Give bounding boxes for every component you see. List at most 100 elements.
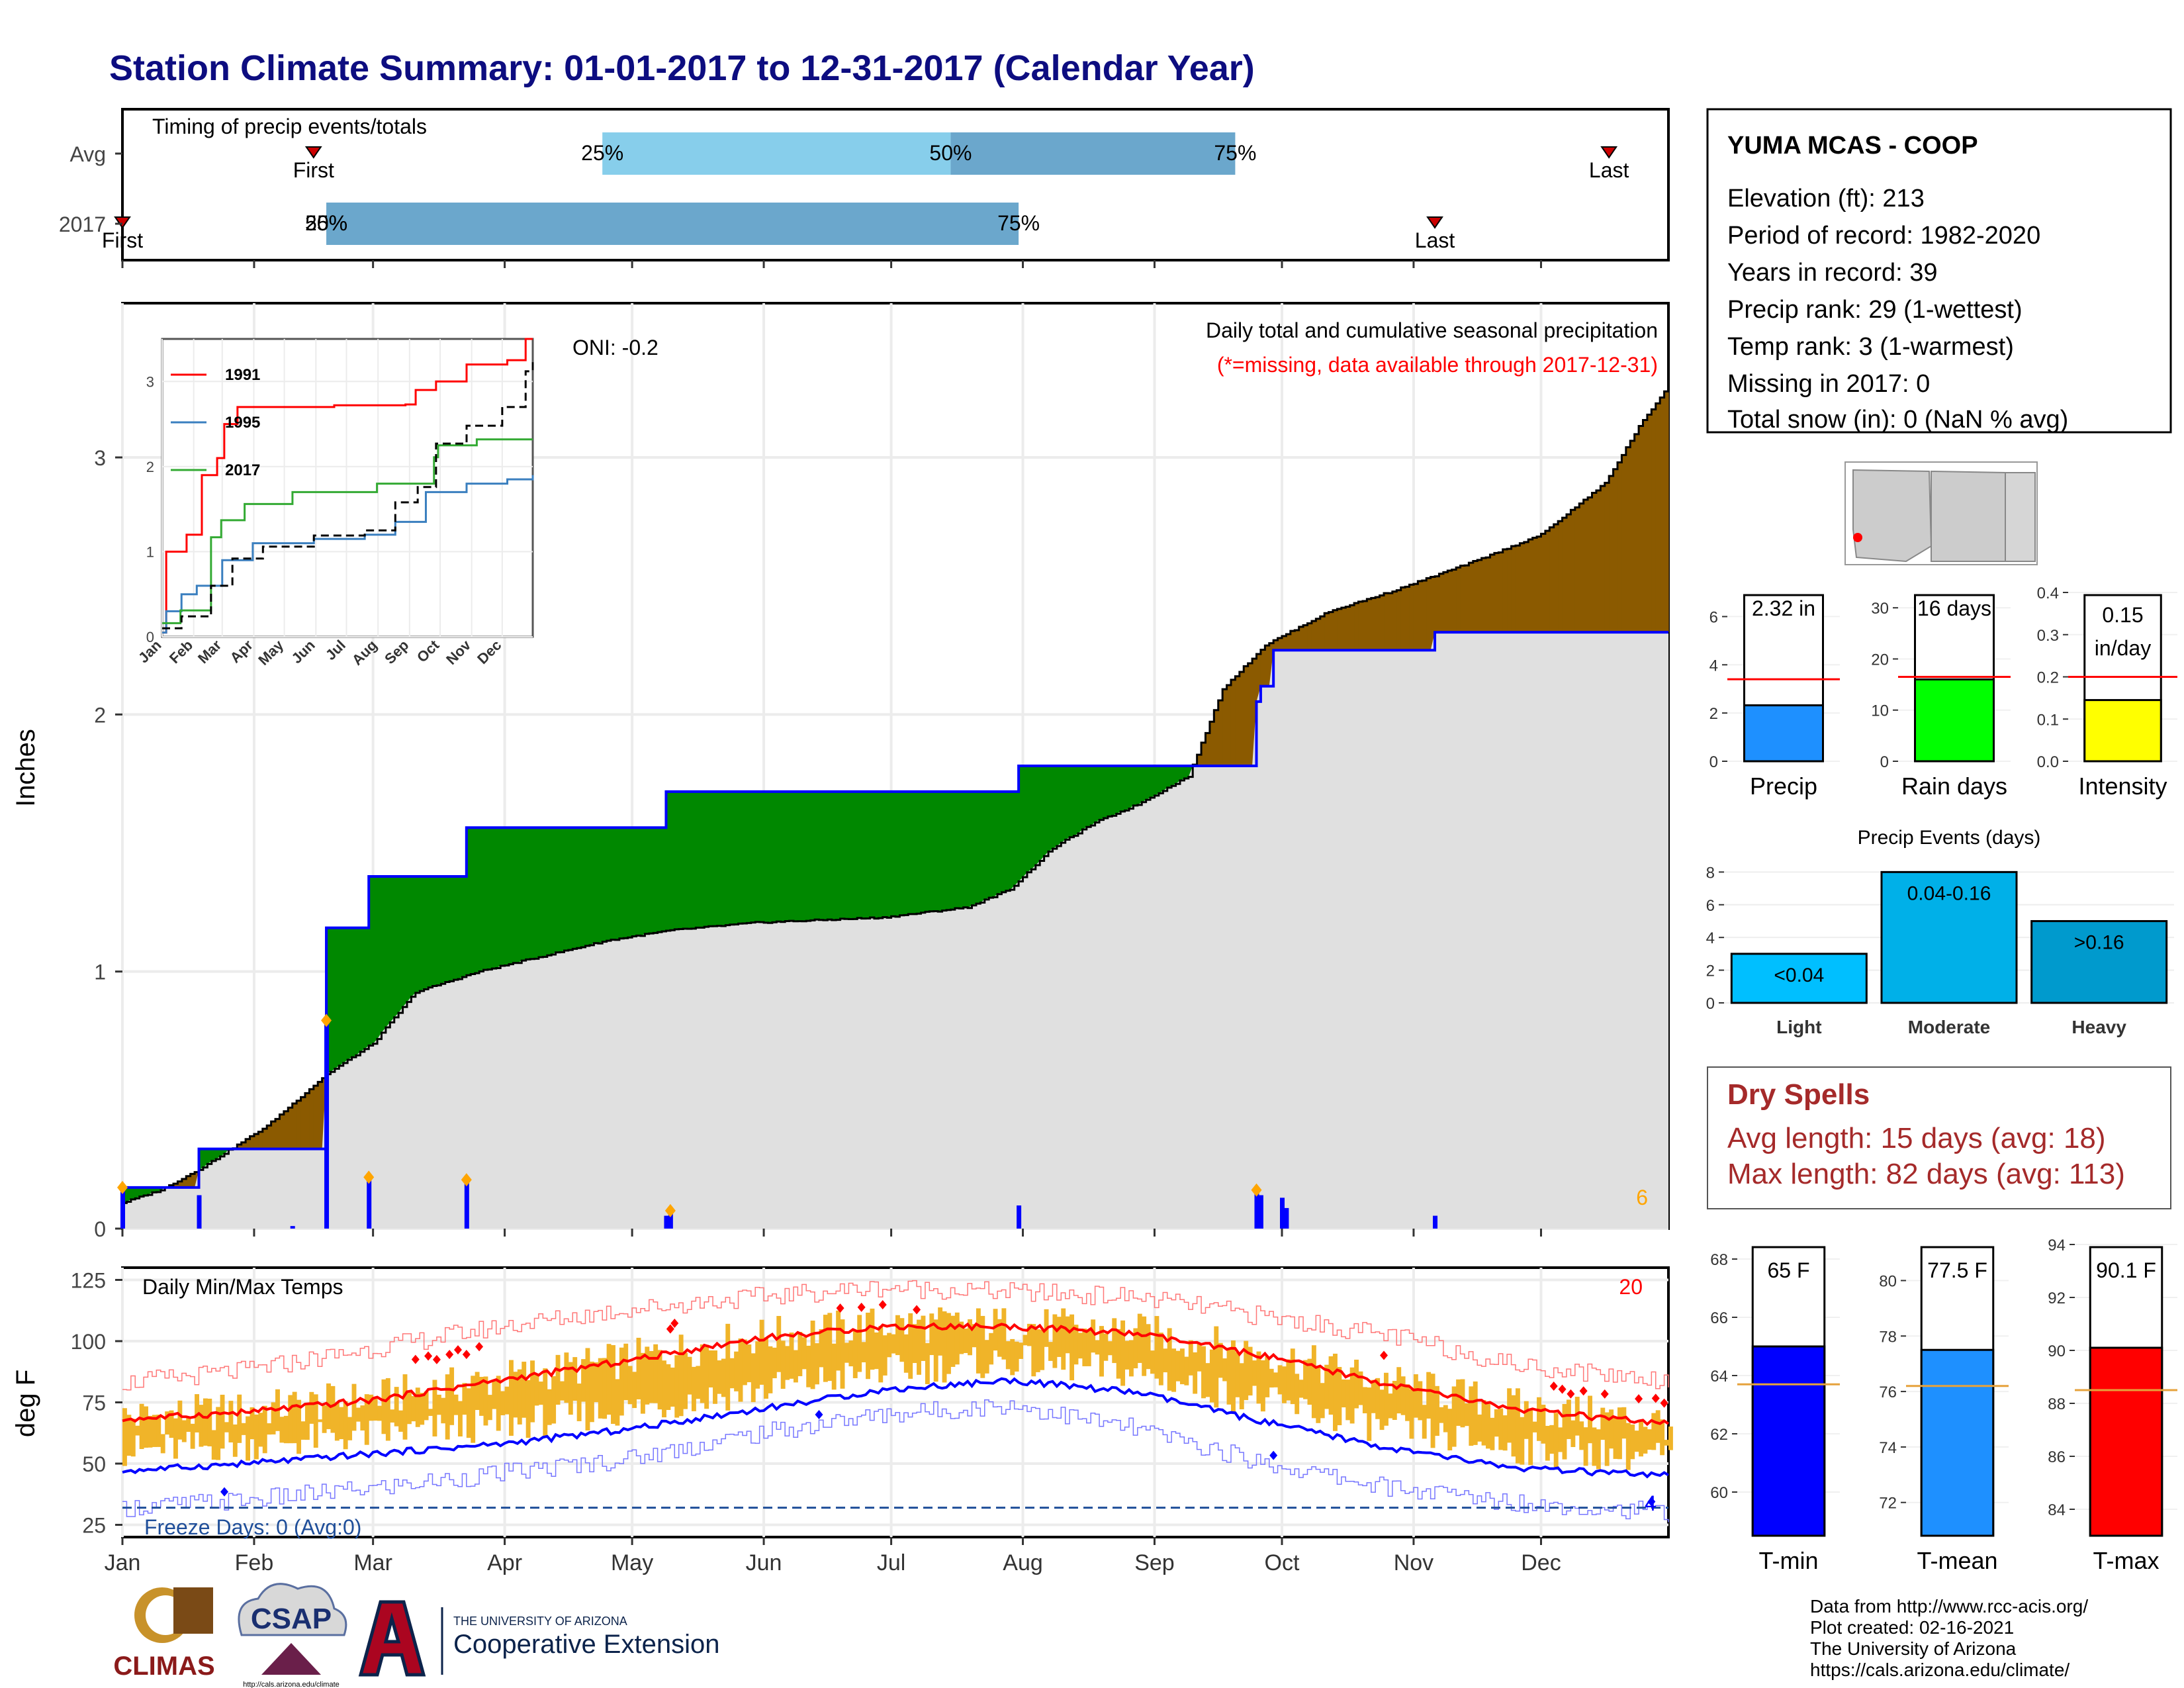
daily-temp-bar bbox=[1532, 1421, 1537, 1432]
daily-temp-bar bbox=[1077, 1333, 1083, 1359]
surplus-area bbox=[432, 876, 437, 986]
intensity-ytick-label: 0.4 bbox=[2037, 585, 2059, 602]
surplus-area bbox=[908, 791, 913, 914]
credit-university: The University of Arizona bbox=[1810, 1638, 2017, 1659]
intensity-ytick-label: 0.1 bbox=[2037, 711, 2059, 729]
timing-row-year-q25-label: 25% bbox=[305, 211, 347, 235]
climas-logo-text: CLIMAS bbox=[113, 1652, 214, 1681]
deficit-area bbox=[1520, 543, 1525, 633]
daily-temp-bar bbox=[1490, 1417, 1495, 1450]
daily-temp-bar bbox=[1158, 1333, 1163, 1385]
surplus-area bbox=[534, 827, 539, 959]
timing-row-avg-last-label: Last bbox=[1589, 158, 1629, 182]
deficit-area bbox=[1473, 561, 1478, 633]
daily-temp-bar bbox=[734, 1351, 739, 1391]
daily-temp-bar bbox=[1400, 1376, 1406, 1415]
surplus-area bbox=[1154, 766, 1160, 796]
timing-row-avg-q50-q75-bar bbox=[950, 132, 1236, 175]
daily-temp-bar bbox=[1371, 1380, 1376, 1413]
t-min-ytick-label: 64 bbox=[1710, 1368, 1728, 1385]
surplus-area bbox=[899, 791, 905, 915]
surplus-area bbox=[776, 791, 782, 922]
daily-temp-bar bbox=[420, 1393, 425, 1425]
surplus-area bbox=[589, 827, 594, 945]
deficit-area bbox=[1277, 637, 1283, 651]
ua-logo[interactable]: THE UNIVERSITY OF ARIZONA Cooperative Ex… bbox=[358, 1600, 719, 1677]
record-high-count: 20 bbox=[1619, 1275, 1643, 1299]
daily-temp-bar bbox=[1103, 1333, 1109, 1361]
csap-url: http://cals.arizona.edu/climate bbox=[243, 1681, 340, 1688]
daily-temp-bar bbox=[1651, 1413, 1657, 1450]
surplus-area bbox=[543, 827, 548, 957]
daily-temp-bar bbox=[649, 1350, 654, 1403]
deficit-area bbox=[1413, 584, 1418, 651]
daily-temp-bar bbox=[1260, 1360, 1265, 1412]
month-label-oct: Oct bbox=[1265, 1550, 1300, 1575]
daily-temp-bar bbox=[662, 1360, 666, 1418]
surplus-area bbox=[840, 791, 845, 919]
daily-temp-bar bbox=[670, 1367, 675, 1407]
timing-row-avg-q25-label: 25% bbox=[581, 141, 623, 165]
deficit-area bbox=[1201, 742, 1206, 766]
daily-temp-bar bbox=[1239, 1363, 1244, 1409]
daily-temp-bar bbox=[980, 1315, 985, 1378]
record-high-marker-icon bbox=[462, 1350, 471, 1360]
deficit-area bbox=[1256, 653, 1261, 702]
month-label-jul: Jul bbox=[877, 1550, 905, 1575]
credit-website: https://cals.arizona.edu/climate/ bbox=[1810, 1660, 2070, 1680]
deficit-area bbox=[292, 1103, 297, 1149]
month-axis: Jan Feb Mar Apr May Jun Jul Aug Sep Oct Nov Dec bbox=[105, 1550, 1561, 1575]
deficit-area bbox=[1511, 545, 1516, 633]
record-high-marker-icon bbox=[1600, 1389, 1609, 1399]
daily-temp-bar bbox=[1469, 1386, 1474, 1446]
daily-precip-marker-icon bbox=[363, 1170, 375, 1184]
rain-days-axis-label: Rain days bbox=[1901, 773, 2007, 800]
inset-ytick-label: 1 bbox=[146, 543, 154, 560]
timing-row-year-last-label: Last bbox=[1415, 228, 1455, 252]
daily-temp-bar bbox=[1358, 1371, 1363, 1405]
daily-temp-bar bbox=[1235, 1352, 1240, 1397]
daily-temp-bar bbox=[1052, 1314, 1058, 1368]
daily-temp-bar bbox=[203, 1398, 208, 1446]
climas-mountain-icon bbox=[173, 1587, 213, 1634]
deficit-area bbox=[186, 1176, 191, 1188]
daily-temp-bar bbox=[538, 1382, 543, 1405]
credit-data-source: Data from http://www.rcc-acis.org/ bbox=[1810, 1596, 2088, 1617]
deficit-area bbox=[1430, 577, 1435, 651]
daily-temp-bar bbox=[1443, 1405, 1448, 1432]
daily-temp-bar bbox=[517, 1369, 522, 1425]
daily-temp-bar bbox=[619, 1347, 624, 1416]
daily-temp-bar bbox=[564, 1352, 569, 1403]
surplus-area bbox=[874, 791, 879, 919]
daily-temp-bar bbox=[522, 1362, 527, 1418]
daily-temp-bar bbox=[1413, 1374, 1418, 1418]
surplus-area bbox=[882, 791, 887, 917]
deficit-area bbox=[304, 1093, 310, 1149]
daily-temp-bar bbox=[1086, 1329, 1091, 1366]
daily-temp-bar bbox=[351, 1383, 357, 1431]
daily-temp-bar bbox=[1337, 1367, 1342, 1426]
surplus-area bbox=[369, 876, 374, 1046]
daily-temp-bar bbox=[1456, 1379, 1461, 1426]
precip-ytick-label: 2 bbox=[1709, 705, 1718, 723]
daily-temp-bar bbox=[1345, 1380, 1351, 1421]
surplus-area bbox=[976, 791, 981, 904]
surplus-area bbox=[683, 791, 688, 929]
dry-spells-max: Max length: 82 days (avg: 113) bbox=[1727, 1158, 2125, 1190]
surplus-area bbox=[1103, 766, 1109, 818]
daily-temp-bar bbox=[406, 1391, 412, 1425]
deficit-area bbox=[1507, 549, 1512, 633]
surplus-area bbox=[674, 791, 680, 929]
inset-ytick-label: 2 bbox=[146, 459, 154, 475]
daily-temp-bar bbox=[360, 1405, 365, 1431]
surplus-area bbox=[1052, 766, 1058, 849]
daily-temp-bar bbox=[1545, 1425, 1550, 1461]
precip-events-chart: Precip Events (days) 0 2 4 6 8 <0.04 Light 0.04… bbox=[1706, 827, 2174, 1037]
daily-temp-bar bbox=[173, 1418, 178, 1459]
surplus-area bbox=[632, 827, 637, 937]
daily-temp-bar bbox=[560, 1381, 565, 1401]
daily-temp-bar bbox=[1065, 1316, 1070, 1354]
deficit-area bbox=[1384, 593, 1389, 651]
daily-temp-bar bbox=[1655, 1410, 1661, 1443]
